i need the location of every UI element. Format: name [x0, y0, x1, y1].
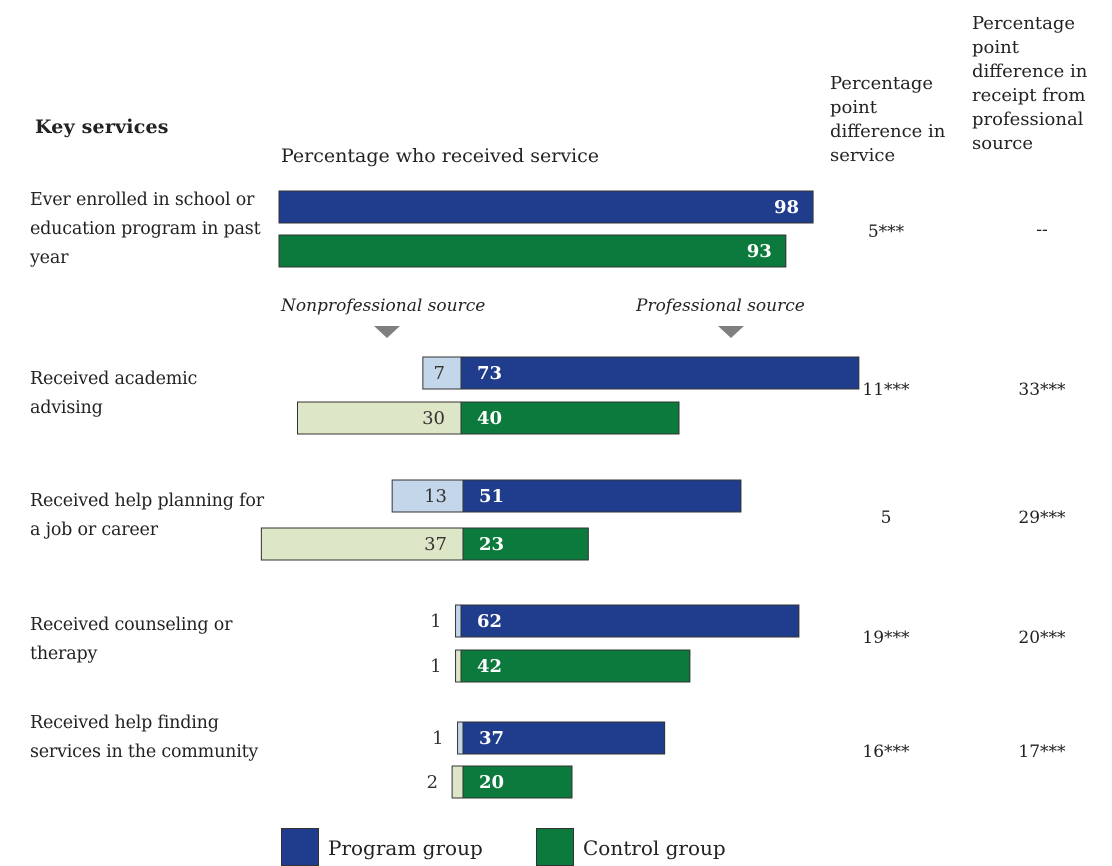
value-job-career-control-professional: 23: [479, 534, 504, 555]
bar-academic-advising-control-professional: [460, 401, 680, 435]
bar-counseling-control-nonprofessional: [455, 649, 462, 683]
header-difference-in-service: Percentage point difference in service: [830, 73, 946, 166]
bar-academic-advising-program-professional: [460, 356, 860, 390]
value-counseling-control-professional: 42: [477, 656, 502, 677]
value-finding-services-program-professional: 37: [479, 728, 504, 749]
bar-counseling-control-professional: [460, 649, 691, 683]
bar-academic-advising-program-nonprofessional: [422, 356, 462, 390]
bar-enrolled-control-professional: [278, 234, 787, 268]
bar-counseling-program-professional: [460, 604, 800, 638]
diff-professional-job-career: 29***: [1018, 508, 1066, 528]
bar-academic-advising-control-nonprofessional: [297, 401, 462, 435]
value-job-career-program-nonprofessional: 13: [424, 486, 447, 507]
diff-service-enrolled: 5***: [867, 222, 905, 242]
legend-label-control: Control group: [583, 836, 726, 860]
value-counseling-control-nonprofessional: 1: [430, 656, 441, 677]
section-heading: Key services: [35, 116, 169, 138]
value-enrolled-control: 93: [747, 241, 772, 262]
diff-professional-academic-advising: 33***: [1018, 380, 1066, 400]
row-label-academic-advising: Received academic advising: [30, 369, 198, 418]
value-academic-advising-control-professional: 40: [477, 408, 502, 429]
bar-job-career-program-professional: [462, 479, 742, 513]
value-finding-services-control-professional: 20: [479, 772, 504, 793]
row-label-enrolled: Ever enrolled in school or education pro…: [30, 190, 261, 268]
bar-job-career-control-professional: [462, 527, 589, 561]
diff-service-counseling: 19***: [862, 628, 910, 648]
value-enrolled-program: 98: [774, 197, 799, 218]
value-job-career-program-professional: 51: [479, 486, 504, 507]
value-finding-services-control-nonprofessional: 2: [427, 772, 438, 793]
bar-enrolled-program-professional: [278, 190, 814, 224]
row-label-counseling: Received counseling or therapy: [30, 615, 233, 664]
value-counseling-program-nonprofessional: 1: [430, 611, 441, 632]
professional-source-label: Professional source: [636, 296, 805, 316]
bar-counseling-program-nonprofessional: [455, 604, 462, 638]
header-difference-professional-source: Percentage point difference in receipt f…: [972, 13, 1088, 154]
row-label-job-career: Received help planning for a job or care…: [30, 491, 264, 540]
nonprofessional-arrow-icon: [374, 326, 400, 338]
bar-job-career-control-nonprofessional: [260, 527, 464, 561]
bar-finding-services-program-nonprofessional: [457, 721, 464, 755]
legend-swatch-program: [281, 828, 319, 866]
value-job-career-control-nonprofessional: 37: [424, 534, 447, 555]
professional-arrow-icon: [718, 326, 744, 338]
chart-column-label: Percentage who received service: [281, 145, 600, 167]
bar-job-career-program-nonprofessional: [391, 479, 464, 513]
bar-finding-services-program-professional: [462, 721, 666, 755]
diff-professional-finding-services: 17***: [1018, 742, 1066, 762]
bar-finding-services-control-nonprofessional: [451, 765, 464, 799]
nonprofessional-source-label: Nonprofessional source: [281, 296, 486, 316]
value-academic-advising-program-professional: 73: [477, 363, 502, 384]
bar-finding-services-control-professional: [462, 765, 573, 799]
legend-swatch-control: [536, 828, 574, 866]
diff-service-finding-services: 16***: [862, 742, 910, 762]
diff-service-job-career: 5: [880, 508, 892, 528]
diff-professional-enrolled: --: [1036, 220, 1048, 240]
value-academic-advising-program-nonprofessional: 7: [434, 363, 445, 384]
value-finding-services-program-nonprofessional: 1: [432, 728, 443, 749]
diff-service-academic-advising: 11***: [862, 380, 910, 400]
value-academic-advising-control-nonprofessional: 30: [422, 408, 445, 429]
legend-label-program: Program group: [328, 836, 483, 860]
row-label-finding-services: Received help finding services in the co…: [30, 713, 259, 762]
diff-professional-counseling: 20***: [1018, 628, 1066, 648]
value-counseling-program-professional: 62: [477, 611, 502, 632]
